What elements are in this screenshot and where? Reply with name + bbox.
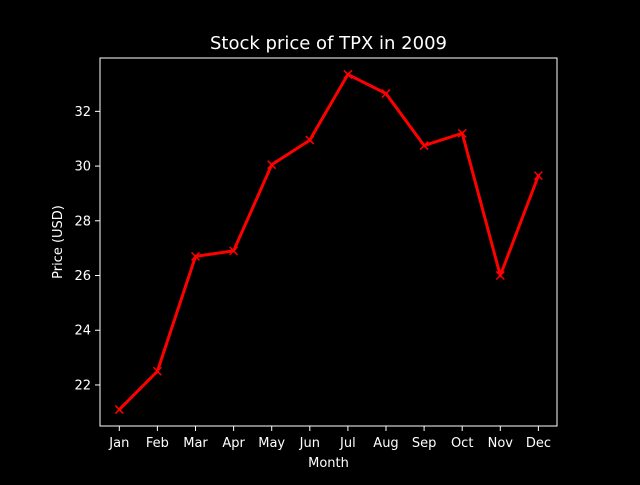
series-layer (114, 69, 543, 415)
x-tick-label: Sep (412, 436, 437, 451)
x-tick-label: Jul (339, 436, 356, 451)
data-point-marker (229, 246, 239, 256)
x-tick-label: Apr (222, 436, 245, 451)
data-point-marker (457, 128, 467, 138)
x-tick-label: Mar (183, 436, 208, 451)
data-point-marker (267, 160, 277, 170)
y-tick-label: 26 (74, 269, 91, 284)
x-tick-label: Dec (526, 436, 551, 451)
x-tick-label: May (258, 436, 285, 451)
marker-stroke (419, 141, 429, 151)
marker-stroke (381, 89, 391, 99)
plot-area (99, 57, 558, 427)
data-point-marker (495, 270, 505, 281)
y-axis-label: Price (USD) (51, 205, 66, 279)
marker-stroke (267, 160, 277, 170)
marker-stroke (343, 69, 353, 79)
x-tick-label: Nov (488, 436, 514, 451)
marker-stroke (457, 128, 467, 138)
y-tick-label: 28 (74, 214, 91, 229)
marker-stroke (229, 246, 239, 256)
y-tick-label: 24 (74, 324, 91, 339)
series-line (117, 72, 540, 412)
data-point-marker (305, 135, 315, 145)
x-tick-label: Oct (451, 436, 473, 451)
x-tick-label: Jan (108, 436, 129, 451)
marker-stroke (533, 171, 543, 181)
marker-stroke (190, 251, 201, 261)
marker-stroke (114, 405, 124, 415)
marker-stroke (152, 366, 162, 376)
x-tick-label: Feb (146, 436, 169, 451)
data-point-marker (343, 69, 353, 79)
data-point-marker (152, 366, 162, 376)
data-point-marker (419, 141, 429, 151)
y-tick-label: 32 (74, 105, 91, 120)
y-tick-label: 22 (74, 378, 91, 393)
y-axis: 22 24 26 28 30 32 (74, 105, 100, 393)
data-point-marker (533, 171, 543, 181)
marker-stroke (495, 270, 505, 281)
marker-stroke (305, 135, 315, 145)
x-axis-label: Month (308, 456, 349, 471)
y-tick-label: 30 (74, 160, 91, 175)
x-tick-label: Jun (299, 436, 320, 451)
data-point-marker (381, 89, 391, 99)
chart-title: Stock price of TPX in 2009 (210, 33, 447, 54)
data-point-marker (190, 251, 201, 261)
data-point-marker (114, 405, 124, 415)
x-tick-label: Aug (373, 436, 398, 451)
x-axis: Jan Feb Mar Apr May Jun Jul Aug Sep Oct Nov Dec (108, 426, 551, 451)
